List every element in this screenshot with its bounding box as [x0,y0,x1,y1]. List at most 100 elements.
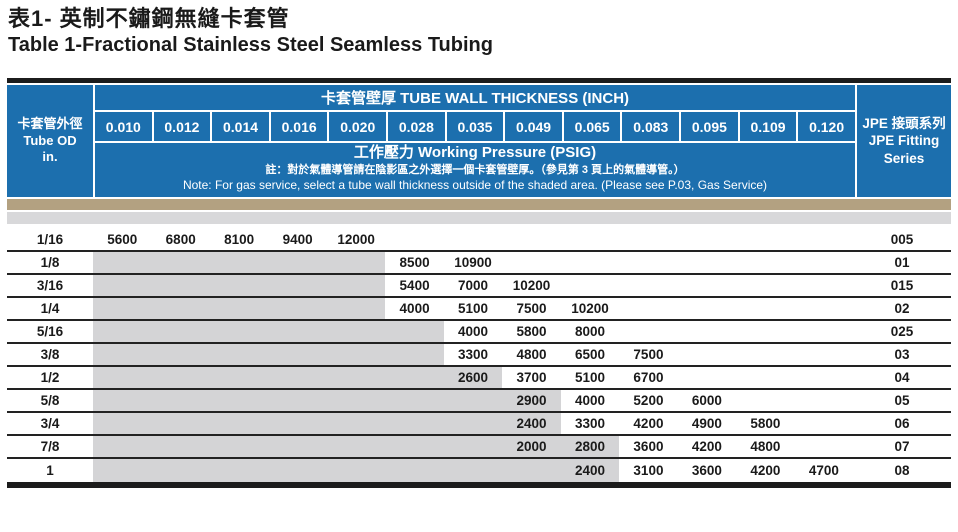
pressure-value: 2400 [516,416,547,431]
empty-cell [268,459,326,482]
pressure-value: 10200 [571,301,609,316]
pressure-value: 10200 [512,278,551,293]
pressure-value: 7500 [516,301,547,316]
empty-cell [795,229,853,250]
thickness-column-header: 0.016 [270,112,328,141]
empty-cell [795,275,853,296]
table-row: 1 2400 3100 3600 4200 4700 08 [7,459,951,482]
pressure-value: 4000 [458,324,489,339]
table-bottom-border [7,482,951,488]
gas-service-shaded-area [93,298,386,319]
empty-cell [385,344,443,365]
divider [7,210,951,212]
empty-cell [736,321,794,342]
jpe-series-value: 015 [890,278,914,293]
empty-cell [327,390,385,411]
empty-cell [93,252,151,273]
jpe-series-header: JPE 接頭系列 JPE Fitting Series [857,85,951,197]
thickness-column-header: 0.035 [446,112,504,141]
empty-cell [561,275,619,296]
pressure-value: 12000 [337,232,375,247]
empty-cell [385,229,443,250]
pressure-value: 4000 [574,393,605,408]
empty-cell [736,252,794,273]
pressure-value: 7000 [458,278,489,293]
empty-cell [678,275,736,296]
empty-cell [210,252,268,273]
jpe-series-value: 02 [894,301,910,316]
empty-cell [795,367,853,388]
pressure-value: 4700 [808,463,839,478]
tube-od-value: 3/8 [40,347,60,362]
tube-od-value: 5/16 [36,324,64,339]
pressure-value: 3600 [691,463,722,478]
tube-od-value: 1/4 [40,301,60,316]
pressure-cells: 4000 5800 8000 [93,321,853,342]
table-body: 1/16 5600 6800 8100 9400 12000 005 1/8 8500 10900… [7,229,951,482]
empty-cell [795,390,853,411]
gas-service-shaded-area [93,275,386,296]
empty-cell [385,413,443,434]
gas-service-shaded-area [93,367,503,388]
pressure-value: 4200 [633,416,664,431]
pressure-value: 4800 [750,439,781,454]
empty-cell [151,344,209,365]
page-title-zh: 表1- 英制不鏽鋼無縫卡套管 [8,6,290,31]
empty-cell [93,275,151,296]
pressure-value: 8000 [574,324,605,339]
empty-cell [93,321,151,342]
pressure-value: 5200 [633,393,664,408]
empty-cell [151,275,209,296]
pressure-value: 4900 [691,416,722,431]
empty-cell [385,390,443,411]
thickness-column-header: 0.065 [563,112,621,141]
empty-cell [268,367,326,388]
pressure-value: 6000 [691,393,722,408]
table-row: 3/8 3300 4800 6500 7500 03 [7,344,951,367]
empty-cell [502,252,560,273]
table-row: 3/16 5400 7000 10200 015 [7,275,951,298]
jpe-series-value: 01 [894,255,910,270]
empty-cell [151,298,209,319]
empty-cell [210,413,268,434]
empty-cell [795,344,853,365]
empty-cell [444,413,502,434]
empty-cell [444,229,502,250]
working-pressure-header: 工作壓力 Working Pressure (PSIG) 註：對於氣體導管請在陰… [95,143,855,197]
empty-cell [327,344,385,365]
pressure-cells: 8500 10900 [93,252,853,273]
empty-cell [502,459,560,482]
pressure-cells: 5400 7000 10200 [93,275,853,296]
pressure-value: 4200 [691,439,722,454]
pressure-value: 3700 [516,370,547,385]
empty-cell [619,229,677,250]
empty-cell [678,344,736,365]
empty-cell [210,459,268,482]
empty-cell [268,413,326,434]
empty-cell [736,390,794,411]
empty-cell [93,298,151,319]
pressure-value: 3600 [633,439,664,454]
empty-cell [327,275,385,296]
thickness-column-header: 0.120 [798,112,855,141]
pressure-cells: 2600 3700 5100 6700 [93,367,853,388]
empty-cell [385,321,443,342]
empty-cell [268,275,326,296]
jpe-series-label-en1: JPE Fitting [868,133,940,149]
gas-service-shaded-area [93,459,620,482]
thickness-title: 卡套管壁厚 TUBE WALL THICKNESS (INCH) [95,85,855,110]
pressure-value: 5100 [574,370,605,385]
tube-od-value: 3/4 [40,416,60,431]
empty-cell [210,436,268,457]
pressure-value: 6700 [633,370,664,385]
table-row: 1/8 8500 10900 01 [7,252,951,275]
empty-cell [678,252,736,273]
thickness-column-header: 0.083 [622,112,680,141]
table-title-block: 表1- 英制不鏽鋼無縫卡套管 Table 1-Fractional Stainl… [8,5,493,57]
empty-cell [327,459,385,482]
empty-cell [210,275,268,296]
pressure-value: 2900 [516,393,547,408]
empty-cell [151,321,209,342]
empty-cell [502,229,560,250]
thickness-column-header: 0.109 [739,112,797,141]
